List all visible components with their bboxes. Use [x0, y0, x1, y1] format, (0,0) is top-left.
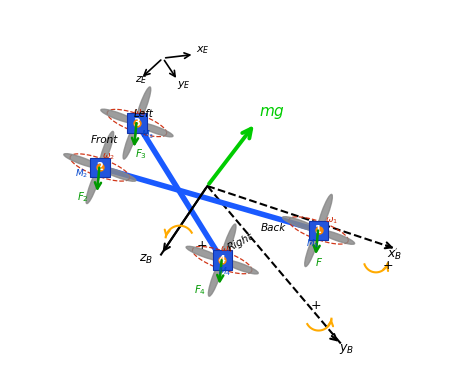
- Ellipse shape: [86, 167, 100, 203]
- Text: Front: Front: [91, 135, 118, 145]
- Text: $y_B$: $y_B$: [339, 342, 354, 356]
- Text: $M_2$: $M_2$: [75, 168, 88, 180]
- Text: $\omega_2$: $\omega_2$: [102, 151, 115, 162]
- Ellipse shape: [101, 109, 137, 124]
- Text: $M_1$: $M_1$: [306, 237, 319, 250]
- Ellipse shape: [123, 123, 137, 159]
- Ellipse shape: [222, 259, 258, 274]
- Text: Back: Back: [261, 223, 286, 233]
- Text: 2: 2: [97, 163, 103, 173]
- Text: 3: 3: [134, 118, 140, 128]
- Text: Right: Right: [226, 231, 255, 253]
- Text: $mg$: $mg$: [259, 105, 285, 121]
- Ellipse shape: [136, 87, 151, 123]
- Text: +: +: [310, 299, 321, 312]
- Text: +: +: [383, 259, 393, 272]
- Text: Left: Left: [133, 109, 153, 119]
- Text: $M_3$: $M_3$: [141, 129, 154, 141]
- Ellipse shape: [100, 167, 136, 181]
- Ellipse shape: [186, 246, 222, 261]
- Text: $F_2$: $F_2$: [77, 190, 89, 204]
- Text: $F_4$: $F_4$: [194, 283, 207, 296]
- Text: $F_3$: $F_3$: [135, 147, 147, 161]
- FancyBboxPatch shape: [90, 158, 109, 177]
- Text: $z_B$: $z_B$: [139, 253, 153, 266]
- Ellipse shape: [283, 217, 319, 231]
- Text: $\omega_1$: $\omega_1$: [325, 215, 338, 226]
- Ellipse shape: [137, 122, 173, 137]
- Text: $x_E$: $x_E$: [196, 45, 210, 57]
- Text: $M_4$: $M_4$: [219, 265, 232, 278]
- Text: 1: 1: [315, 225, 322, 235]
- Text: +: +: [196, 239, 207, 252]
- Text: $y_E$: $y_E$: [177, 79, 191, 91]
- Text: $\omega_4$: $\omega_4$: [220, 245, 234, 256]
- Text: $z_E$: $z_E$: [135, 74, 148, 86]
- Ellipse shape: [64, 154, 100, 168]
- Text: $x_B$: $x_B$: [387, 249, 402, 262]
- Text: $F$: $F$: [315, 256, 323, 268]
- FancyBboxPatch shape: [309, 221, 328, 240]
- Ellipse shape: [305, 230, 319, 267]
- Ellipse shape: [209, 260, 223, 296]
- Ellipse shape: [318, 195, 332, 231]
- Text: $\omega_3$: $\omega_3$: [133, 108, 146, 118]
- FancyBboxPatch shape: [212, 250, 232, 270]
- FancyBboxPatch shape: [128, 113, 146, 133]
- Text: 4: 4: [219, 255, 226, 265]
- Ellipse shape: [99, 131, 114, 167]
- Ellipse shape: [221, 224, 236, 260]
- Ellipse shape: [319, 230, 355, 244]
